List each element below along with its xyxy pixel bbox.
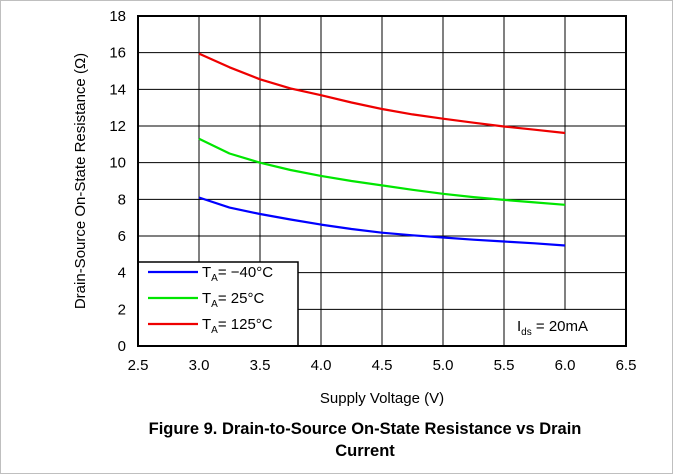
y-tick-label: 0 [118,338,126,355]
figure-caption-line-1: Figure 9. Drain-to-Source On-State Resis… [40,418,673,440]
y-tick-label: 12 [109,118,126,135]
figure-caption-line-2: Current [40,440,673,462]
y-axis-label: Drain-Source On-State Resistance (Ω) [72,53,89,309]
x-tick-label: 5.0 [433,357,454,374]
y-tick-label: 16 [109,45,126,62]
x-tick-label: 3.0 [189,357,210,374]
y-tick-label: 8 [118,191,126,208]
x-tick-label: 4.5 [372,357,393,374]
x-tick-label: 6.5 [616,357,637,374]
y-tick-label: 4 [118,265,126,282]
y-tick-label: 14 [109,81,126,98]
y-tick-label: 2 [118,301,126,318]
x-tick-label: 5.5 [494,357,515,374]
x-tick-label: 3.5 [250,357,271,374]
x-tick-label: 2.5 [128,357,149,374]
y-tick-label: 18 [109,8,126,25]
y-tick-label: 10 [109,155,126,172]
x-axis-label: Supply Voltage (V) [320,390,444,407]
y-tick-label: 6 [118,228,126,245]
x-tick-label: 6.0 [555,357,576,374]
x-tick-label: 4.0 [311,357,332,374]
